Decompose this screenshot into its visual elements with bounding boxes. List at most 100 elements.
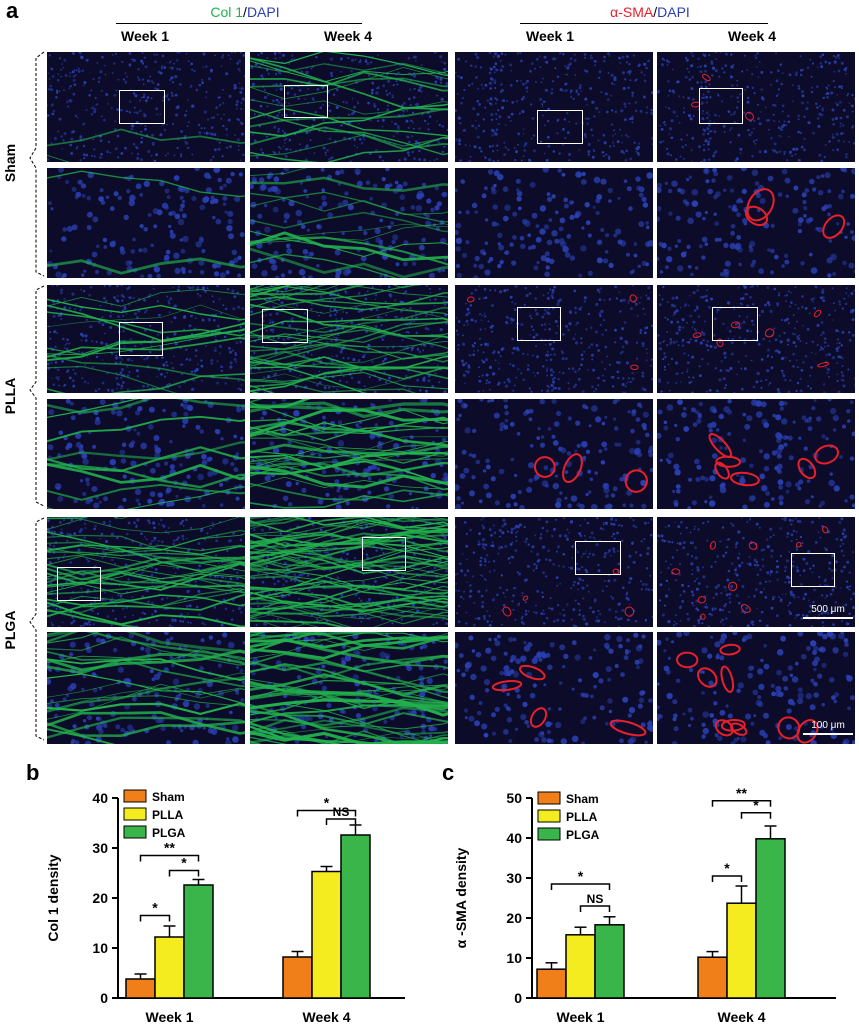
- significance-label: *: [181, 855, 187, 871]
- micrograph-image: [47, 285, 245, 393]
- y-tick-label: 40: [506, 830, 522, 846]
- micrograph-image: [657, 52, 855, 162]
- micrograph-image: [455, 168, 653, 278]
- y-tick-label: 20: [506, 910, 522, 926]
- micrograph-image: [455, 52, 653, 162]
- y-tick-label: 10: [92, 940, 108, 956]
- micrograph-image: [250, 285, 448, 393]
- row-label-plga: PLGA: [2, 610, 18, 650]
- micrograph-tile: [47, 52, 245, 162]
- significance-label: *: [152, 900, 158, 916]
- sma-header-dapi: DAPI: [657, 4, 690, 20]
- micrograph-tile: [657, 52, 855, 162]
- micrograph-tile: [455, 285, 653, 393]
- legend-swatch-plga: [537, 827, 561, 841]
- inset-region-box: [791, 553, 835, 587]
- micrograph-image: [657, 632, 855, 744]
- panel-letter-c: c: [442, 760, 455, 785]
- legend-label-plga: PLGA: [566, 828, 600, 842]
- scale-bar-100: 100 μm: [803, 720, 853, 735]
- significance-bracket: [550, 883, 611, 890]
- bar-plla: [565, 934, 596, 999]
- sma-header-sep: /: [653, 4, 658, 20]
- week-label-sma-w4: Week 4: [728, 28, 776, 44]
- y-tick-label: 10: [506, 950, 522, 966]
- bar-plga: [340, 834, 371, 999]
- y-tick-label: 30: [506, 870, 522, 886]
- bar-sham: [125, 978, 156, 999]
- y-tick-label: 0: [514, 990, 522, 1006]
- legend-swatch-plga: [123, 825, 147, 839]
- col1-header-line: [116, 23, 362, 24]
- micrograph-tile: [250, 632, 448, 744]
- col1-header-sep: /: [243, 4, 247, 20]
- legend-label-sham: Sham: [566, 792, 599, 806]
- micrograph-tile: [455, 399, 653, 509]
- micrograph-tile: [657, 632, 855, 744]
- significance-bracket: [139, 914, 171, 922]
- significance-label: NS: [333, 805, 350, 819]
- y-tick-label: 50: [506, 790, 522, 806]
- scale-bar-500: 500 μm: [803, 604, 853, 619]
- significance-label: *: [753, 797, 759, 813]
- bar-plga: [183, 884, 214, 999]
- micrograph-tile: [250, 52, 448, 162]
- legend-swatch-plla: [123, 807, 147, 821]
- bar-plla: [154, 936, 185, 999]
- bar-plga: [594, 924, 625, 999]
- y-tick-label: 40: [92, 790, 108, 806]
- micrograph-tile: [250, 517, 448, 627]
- week-label-col1-w1: Week 1: [121, 28, 169, 44]
- legend-swatch-sham: [537, 791, 561, 805]
- micrograph-tile: [47, 632, 245, 744]
- micrograph-image: [455, 399, 653, 509]
- inset-region-box: [537, 110, 583, 144]
- bar-plla: [726, 902, 757, 999]
- significance-bracket: [579, 905, 611, 912]
- legend-label-plla: PLLA: [152, 808, 184, 822]
- x-tick-label: Week 4: [718, 1009, 766, 1024]
- y-tick-label: 0: [100, 990, 108, 1006]
- micrograph-image: [47, 399, 245, 509]
- significance-bracket: [711, 875, 743, 882]
- bar-plga: [755, 838, 786, 999]
- significance-label: *: [724, 860, 730, 876]
- x-tick-label: Week 1: [146, 1009, 194, 1024]
- micrograph-tile: [455, 52, 653, 162]
- micrograph-image: [47, 517, 245, 627]
- col1-header-text: Col 1: [210, 4, 244, 20]
- significance-label: **: [164, 840, 175, 856]
- inset-region-box: [517, 307, 561, 341]
- micrograph-image: [250, 632, 448, 744]
- scale-bar-100-line: [803, 733, 853, 735]
- row-label-plla: PLLA: [2, 377, 18, 415]
- micrograph-image: [657, 517, 855, 627]
- significance-label: *: [324, 795, 330, 811]
- row-brackets: [29, 51, 45, 741]
- panel-letter-a: a: [6, 0, 19, 23]
- micrograph-tile: [47, 285, 245, 393]
- col1-dapi-header: Col 1/DAPI: [180, 4, 310, 20]
- legend-swatch-sham: [123, 789, 147, 803]
- micrograph-tile: [455, 168, 653, 278]
- week-label-col1-w4: Week 4: [324, 28, 372, 44]
- significance-bracket: [296, 809, 357, 817]
- week-label-sma-w1: Week 1: [526, 28, 574, 44]
- inset-region-box: [119, 90, 165, 124]
- y-tick-label: 20: [92, 890, 108, 906]
- significance-label: **: [736, 785, 747, 801]
- scale-bar-500-line: [803, 617, 853, 619]
- col1-header-dapi: DAPI: [246, 4, 280, 20]
- significance-label: NS: [587, 892, 604, 906]
- significance-label: *: [578, 868, 584, 884]
- x-tick-label: Week 4: [303, 1009, 351, 1024]
- y-axis-label: Col 1 density: [45, 854, 61, 941]
- inset-region-box: [699, 88, 743, 124]
- micrograph-tile: [250, 285, 448, 393]
- inset-region-box: [262, 309, 308, 343]
- significance-bracket: [325, 818, 357, 825]
- significance-bracket: [139, 854, 200, 862]
- x-tick-label: Week 1: [557, 1009, 605, 1024]
- micrograph-tile: [250, 399, 448, 509]
